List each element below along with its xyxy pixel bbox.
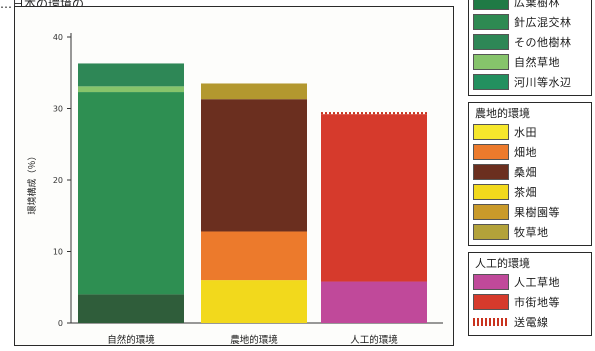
legend-group-title: 農地的環境 <box>475 107 530 120</box>
legend-label: 茶畑 <box>514 186 537 199</box>
category-label: 自然的環境 <box>107 334 155 346</box>
bar-segment-送電線-dash <box>349 112 351 115</box>
bar-segment-自然草地 <box>78 86 184 93</box>
legend-item: 茶畑 <box>473 182 587 202</box>
legend-item: 人工草地 <box>473 272 587 292</box>
legend-label: その他樹林 <box>514 36 572 49</box>
legend-swatch <box>473 274 509 290</box>
bar-segment-送電線-dash <box>321 112 323 115</box>
legend-swatch <box>473 294 509 310</box>
bar-segment-送電線-dash <box>329 112 331 115</box>
bar-segment-畑地 <box>201 231 307 281</box>
legend-label: 水田 <box>514 126 537 139</box>
plot-frame: 0 10 20 30 40 環境構成（％） 自然的環境 農地的環境 人工的環境 <box>14 6 454 346</box>
legend-item: 畑地 <box>473 142 587 162</box>
y-tick-label: 40 <box>53 33 63 42</box>
y-tick-label: 30 <box>53 105 63 114</box>
bar-segment-茶畑 <box>201 280 307 323</box>
bar-segment-送電線-dash <box>393 112 395 115</box>
legend-swatch <box>473 224 509 240</box>
legend-swatch <box>473 14 509 30</box>
legend-label: 果樹園等 <box>514 206 560 219</box>
legend-swatch <box>473 124 509 140</box>
legend-group-title: 人工的環境 <box>475 257 530 270</box>
bar-segment-送電線-dash <box>333 112 335 115</box>
bar-segment-広葉樹林 <box>78 92 184 295</box>
legend-label: 自然草地 <box>514 56 560 69</box>
legend-label: 送電線 <box>514 316 549 329</box>
category-label: 農地的環境 <box>230 334 278 346</box>
bar-segment-針広混交林 <box>78 294 184 323</box>
legend-label: 広葉樹林 <box>514 0 560 9</box>
bar-segment-送電線-dash <box>401 112 403 115</box>
y-tick-label: 10 <box>53 248 63 257</box>
legend-item: 自然草地 <box>473 52 587 72</box>
bar-segment-送電線-dash <box>389 112 391 115</box>
bar-segment-送電線-dash <box>325 112 327 115</box>
bar-segment-送電線-dash <box>337 112 339 115</box>
legend-label: 河川等水辺 <box>514 76 572 89</box>
legend-swatch <box>473 164 509 180</box>
legend-group: 人工的環境人工草地市街地等送電線 <box>468 252 592 336</box>
bar-segment-送電線-dash <box>373 112 375 115</box>
legend-swatch <box>473 54 509 70</box>
bar-segment-送電線-dash <box>381 112 383 115</box>
legend-swatch <box>473 0 509 10</box>
bar-segment-送電線-dash <box>425 112 427 115</box>
legend-item: 針広混交林 <box>473 12 587 32</box>
bar-segment-送電線-dash <box>421 112 423 115</box>
bar-segment-送電線-dash <box>397 112 399 115</box>
legend-label: 人工草地 <box>514 276 560 289</box>
bar-segment-その他樹林 <box>78 63 184 87</box>
bar-segment-送電線-dash <box>417 112 419 115</box>
legend: 広葉樹林針広混交林その他樹林自然草地河川等水辺農地的環境水田畑地桑畑茶畑果樹園等… <box>468 0 595 336</box>
legend-swatch <box>473 34 509 50</box>
stacked-bar-chart: 0 10 20 30 40 環境構成（％） 自然的環境 農地的環境 人工的環境 <box>26 33 443 346</box>
legend-label: 牧草地 <box>514 226 549 239</box>
legend-swatch <box>473 318 509 326</box>
legend-swatch <box>473 74 509 90</box>
bar-segment-送電線-dash <box>409 112 411 115</box>
bar-segment-牧草地 <box>201 83 307 100</box>
legend-item: 広葉樹林 <box>473 0 587 12</box>
legend-label: 市街地等 <box>514 296 560 309</box>
legend-swatch <box>473 184 509 200</box>
legend-group: 農地的環境水田畑地桑畑茶畑果樹園等牧草地 <box>468 102 592 246</box>
bar-segment-送電線-dash <box>385 112 387 115</box>
bar-segment-送電線-dash <box>341 112 343 115</box>
y-axis-title: 環境構成（％） <box>26 151 38 214</box>
bar-segment-送電線-dash <box>369 112 371 115</box>
legend-item: 送電線 <box>473 312 587 332</box>
bar-segment-送電線-dash <box>413 112 415 115</box>
bar-segment-桑畑 <box>201 99 307 232</box>
legend-item: 河川等水辺 <box>473 72 587 92</box>
category-label: 人工的環境 <box>350 334 398 346</box>
bar-segment-送電線-dash <box>353 112 355 115</box>
legend-swatch <box>473 144 509 160</box>
y-tick-label: 20 <box>53 176 63 185</box>
bar-segment-送電線-dash <box>405 112 407 115</box>
legend-swatch <box>473 204 509 220</box>
bar-segment-送電線-dash <box>357 112 359 115</box>
legend-item: 水田 <box>473 122 587 142</box>
bar-segment-市街地等 <box>321 114 427 282</box>
bar-segment-送電線-dash <box>361 112 363 115</box>
legend-item: その他樹林 <box>473 32 587 52</box>
legend-label: 桑畑 <box>514 166 537 179</box>
bar-segment-人工草地 <box>321 281 427 323</box>
legend-group: 広葉樹林針広混交林その他樹林自然草地河川等水辺 <box>468 0 592 96</box>
legend-item: 牧草地 <box>473 222 587 242</box>
legend-item: 市街地等 <box>473 292 587 312</box>
legend-label: 畑地 <box>514 146 537 159</box>
y-tick-label: 0 <box>58 319 63 328</box>
legend-item: 果樹園等 <box>473 202 587 222</box>
bar-segment-送電線-dash <box>365 112 367 115</box>
bar-segment-送電線-dash <box>345 112 347 115</box>
chart-caption: …日本の環境の… <box>0 0 96 11</box>
legend-label: 針広混交林 <box>514 16 572 29</box>
legend-item: 桑畑 <box>473 162 587 182</box>
bar-segment-送電線-dash <box>377 112 379 115</box>
